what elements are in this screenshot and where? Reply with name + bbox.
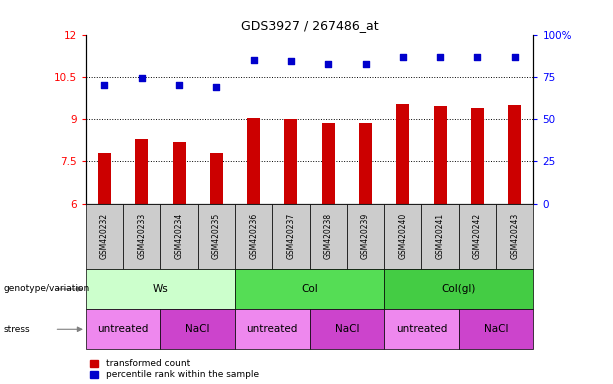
Bar	[471, 108, 484, 204]
Point	[137, 75, 147, 81]
Bar	[161, 204, 197, 269]
Title: GDS3927 / 267486_at: GDS3927 / 267486_at	[241, 19, 378, 32]
Bar	[86, 204, 123, 269]
Bar	[272, 204, 310, 269]
Bar	[310, 204, 347, 269]
Text: Col: Col	[301, 284, 318, 294]
Text: Col(gl): Col(gl)	[441, 284, 476, 294]
Text: GSM420234: GSM420234	[175, 213, 183, 259]
Bar	[508, 105, 521, 204]
Point	[473, 54, 482, 60]
Bar	[396, 104, 409, 204]
Bar	[384, 269, 533, 309]
Bar	[123, 204, 161, 269]
Text: NaCl: NaCl	[186, 324, 210, 334]
Text: NaCl: NaCl	[484, 324, 508, 334]
Point	[286, 58, 296, 65]
Bar	[459, 204, 496, 269]
Text: GSM420235: GSM420235	[212, 213, 221, 259]
Bar	[161, 309, 235, 349]
Bar	[496, 204, 533, 269]
Text: untreated: untreated	[396, 324, 447, 334]
Text: NaCl: NaCl	[335, 324, 359, 334]
Text: Ws: Ws	[153, 284, 169, 294]
Point	[99, 82, 109, 88]
Bar	[459, 309, 533, 349]
Bar	[359, 123, 372, 204]
Bar	[98, 153, 111, 204]
Bar	[235, 204, 272, 269]
Bar	[172, 142, 186, 204]
Text: GSM420236: GSM420236	[249, 213, 258, 259]
Text: stress: stress	[3, 325, 29, 334]
Point	[249, 57, 259, 63]
Bar	[210, 153, 223, 204]
Bar	[347, 204, 384, 269]
Bar	[284, 119, 297, 204]
Bar	[322, 123, 335, 204]
Text: untreated: untreated	[97, 324, 149, 334]
Point	[211, 84, 221, 90]
Text: GSM420238: GSM420238	[324, 213, 333, 259]
Text: GSM420243: GSM420243	[510, 213, 519, 259]
Text: genotype/variation: genotype/variation	[3, 285, 89, 293]
Point	[323, 61, 333, 67]
Bar	[235, 269, 384, 309]
Bar	[247, 118, 260, 204]
Text: GSM420239: GSM420239	[361, 213, 370, 259]
Bar	[235, 309, 310, 349]
Point	[174, 82, 184, 88]
Text: GSM420241: GSM420241	[436, 213, 444, 259]
Bar	[433, 106, 447, 204]
Point	[510, 54, 520, 60]
Text: GSM420232: GSM420232	[100, 213, 109, 259]
Text: GSM420237: GSM420237	[286, 213, 295, 259]
Point	[360, 61, 370, 67]
Text: GSM420242: GSM420242	[473, 213, 482, 259]
Bar	[421, 204, 459, 269]
Bar	[310, 309, 384, 349]
Text: GSM420240: GSM420240	[398, 213, 407, 259]
Bar	[384, 204, 421, 269]
Point	[398, 54, 408, 60]
Bar	[135, 139, 148, 204]
Bar	[384, 309, 459, 349]
Bar	[197, 204, 235, 269]
Point	[435, 54, 445, 60]
Text: GSM420233: GSM420233	[137, 213, 147, 259]
Bar	[86, 309, 161, 349]
Bar	[86, 269, 235, 309]
Legend: transformed count, percentile rank within the sample: transformed count, percentile rank withi…	[90, 359, 259, 379]
Text: untreated: untreated	[246, 324, 298, 334]
